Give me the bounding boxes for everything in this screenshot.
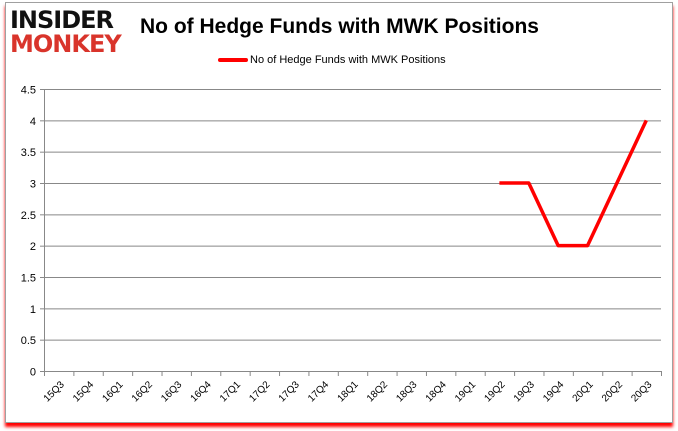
x-tick-label: 20Q1 — [571, 379, 596, 404]
x-tick-label: 19Q4 — [541, 379, 566, 404]
y-tick-label: 3.5 — [21, 147, 36, 159]
chart-frame — [5, 2, 673, 423]
legend-swatch — [218, 58, 248, 62]
y-tick-label: 4 — [30, 116, 36, 128]
x-tick-label: 16Q2 — [130, 379, 155, 404]
y-tick-label: 1 — [30, 304, 36, 316]
x-tick-label: 17Q3 — [277, 379, 302, 404]
x-tick-label: 18Q4 — [424, 379, 449, 404]
x-tick-label: 18Q2 — [365, 379, 390, 404]
y-tick-label: 2 — [30, 241, 36, 253]
y-tick-label: 4.5 — [21, 85, 36, 97]
legend-label: No of Hedge Funds with MWK Positions — [250, 54, 446, 66]
x-tick-label: 20Q3 — [629, 379, 654, 404]
y-tick-label: 2.5 — [21, 210, 36, 222]
x-tick-label: 19Q3 — [512, 379, 537, 404]
x-tick-label: 16Q3 — [159, 379, 184, 404]
y-tick-label: 1.5 — [21, 273, 36, 285]
x-tick-label: 17Q1 — [218, 379, 243, 404]
x-tick-label: 16Q4 — [189, 379, 214, 404]
insider-monkey-logo: INSIDER MONKEY — [10, 6, 122, 58]
x-tick-label: 15Q4 — [71, 379, 96, 404]
x-tick-label: 19Q2 — [482, 379, 507, 404]
x-tick-label: 18Q3 — [394, 379, 419, 404]
x-tick-label: 17Q2 — [247, 379, 272, 404]
x-tick-label: 17Q4 — [306, 379, 331, 404]
legend: No of Hedge Funds with MWK Positions — [218, 54, 446, 66]
x-tick-label: 19Q1 — [453, 379, 478, 404]
series-line — [499, 119, 648, 248]
x-tick-label: 16Q1 — [100, 379, 125, 404]
y-tick-label: 0 — [30, 367, 36, 379]
y-tick-label: 0.5 — [21, 335, 36, 347]
x-tick-label: 15Q3 — [42, 379, 67, 404]
x-tick-label: 20Q2 — [600, 379, 625, 404]
y-tick-label: 3 — [30, 179, 36, 191]
chart-title: No of Hedge Funds with MWK Positions — [140, 15, 539, 38]
x-tick-label: 18Q1 — [336, 379, 361, 404]
